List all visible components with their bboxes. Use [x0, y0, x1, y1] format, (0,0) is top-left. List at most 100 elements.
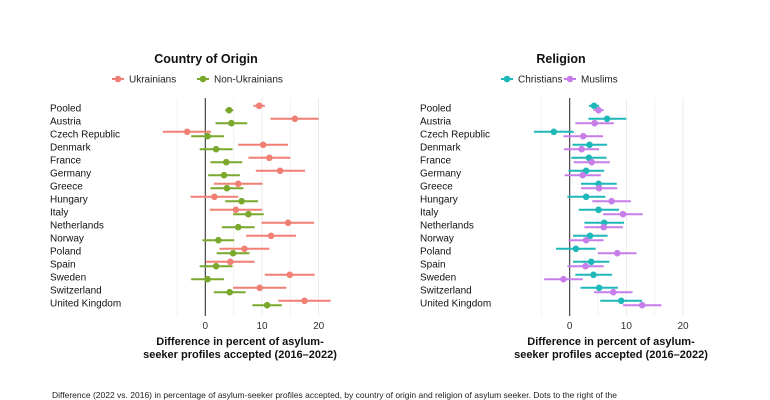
point-muslims-germany	[579, 171, 586, 179]
point-ukrainians-germany	[276, 167, 284, 175]
point-ukrainians-netherlands	[284, 219, 292, 227]
category-label-germany: Germany	[420, 169, 461, 180]
point-christians-hungary	[582, 193, 590, 201]
point-muslims-greece	[595, 184, 603, 192]
panel-title: Religion	[536, 52, 585, 66]
legend-swatch-muslims	[566, 75, 574, 83]
category-label-sweden: Sweden	[420, 273, 456, 284]
point-non-ukrainians-sweden	[204, 275, 211, 283]
point-non-ukrainians-czech-republic	[204, 132, 211, 140]
panel-religion: Religion Christians Muslims Pooled Austria…	[420, 52, 708, 361]
point-ukrainians-united-kingdom	[301, 297, 308, 305]
point-non-ukrainians-france	[223, 158, 230, 166]
point-muslims-denmark	[578, 145, 585, 153]
legend-label-ukrainians: Ukrainians	[129, 75, 176, 86]
category-label-netherlands: Netherlands	[420, 221, 474, 232]
point-non-ukrainians-poland	[229, 249, 237, 257]
category-label-hungary: Hungary	[420, 195, 458, 206]
x-axis-label-line-2: seeker profiles accepted (2016–2022)	[143, 349, 337, 361]
point-ukrainians-sweden	[286, 271, 294, 279]
series-marks	[533, 102, 662, 309]
point-non-ukrainians-greece	[223, 184, 231, 192]
point-christians-austria	[603, 115, 611, 123]
point-christians-poland	[572, 245, 580, 253]
point-muslims-pooled	[595, 106, 602, 114]
category-label-poland: Poland	[420, 247, 451, 258]
point-ukrainians-czech-republic	[183, 128, 191, 136]
category-label-germany: Germany	[50, 169, 91, 180]
category-label-switzerland: Switzerland	[420, 286, 472, 297]
point-christians-united-kingdom	[617, 297, 625, 305]
category-label-united-kingdom: United Kingdom	[420, 299, 491, 310]
category-label-greece: Greece	[420, 182, 453, 193]
legend-swatch-ukrainians	[114, 75, 122, 83]
x-axis-label-line-1: Difference in percent of asylum-	[527, 336, 695, 348]
point-non-ukrainians-germany	[220, 171, 228, 179]
point-ukrainians-pooled	[255, 102, 263, 110]
category-label-austria: Austria	[50, 117, 82, 128]
point-muslims-spain	[582, 262, 589, 270]
point-muslims-netherlands	[600, 223, 607, 231]
point-non-ukrainians-hungary	[238, 197, 245, 205]
point-christians-norway	[586, 232, 594, 240]
category-label-norway: Norway	[420, 234, 454, 245]
point-non-ukrainians-netherlands	[234, 223, 242, 231]
point-muslims-united-kingdom	[638, 301, 646, 309]
x-tick-label: 10	[256, 321, 268, 332]
figure-caption: Difference (2022 vs. 2016) in percentage…	[52, 390, 617, 400]
category-label-sweden: Sweden	[50, 273, 86, 284]
x-tick-label: 20	[313, 321, 325, 332]
point-non-ukrainians-spain	[212, 262, 220, 270]
category-label-denmark: Denmark	[50, 143, 92, 154]
point-ukrainians-france	[266, 154, 273, 162]
x-tick-label: 10	[621, 321, 633, 332]
point-ukrainians-greece	[234, 180, 242, 188]
category-label-france: France	[420, 156, 452, 167]
category-label-hungary: Hungary	[50, 195, 88, 206]
category-label-czech-republic: Czech Republic	[420, 130, 490, 141]
legend-swatch-non-ukrainians	[199, 75, 207, 83]
point-muslims-sweden	[560, 275, 567, 283]
point-muslims-italy	[619, 210, 627, 218]
point-non-ukrainians-pooled	[225, 106, 233, 114]
category-label-spain: Spain	[420, 260, 446, 271]
category-label-netherlands: Netherlands	[50, 221, 104, 232]
category-label-poland: Poland	[50, 247, 81, 258]
category-label-austria: Austria	[420, 117, 452, 128]
point-ukrainians-austria	[291, 115, 299, 123]
x-tick-label: 20	[677, 321, 689, 332]
legend-swatch-christians	[503, 75, 511, 83]
category-label-pooled: Pooled	[420, 104, 451, 115]
point-ukrainians-hungary	[211, 193, 218, 201]
legend: Ukrainians Non-Ukrainians	[112, 75, 283, 86]
category-label-spain: Spain	[50, 260, 76, 271]
point-muslims-norway	[582, 236, 590, 244]
point-muslims-switzerland	[610, 288, 617, 296]
point-ukrainians-poland	[241, 245, 248, 253]
legend-label-christians: Christians	[518, 75, 562, 86]
point-ukrainians-italy	[232, 206, 240, 214]
x-tick-label: 0	[203, 321, 209, 332]
point-non-ukrainians-denmark	[212, 145, 220, 153]
point-ukrainians-denmark	[259, 141, 267, 149]
category-label-czech-republic: Czech Republic	[50, 130, 120, 141]
point-muslims-austria	[591, 119, 598, 127]
x-tick-label: 0	[567, 321, 573, 332]
point-non-ukrainians-norway	[215, 236, 222, 244]
category-label-denmark: Denmark	[420, 143, 462, 154]
series-marks	[162, 102, 331, 309]
x-tick-labels: 0 10 20	[203, 321, 325, 332]
point-muslims-hungary	[608, 197, 615, 205]
point-christians-pooled	[590, 102, 598, 110]
point-non-ukrainians-switzerland	[226, 288, 233, 296]
category-label-pooled: Pooled	[50, 104, 81, 115]
point-christians-spain	[587, 258, 595, 266]
point-christians-italy	[595, 206, 602, 214]
category-label-italy: Italy	[50, 208, 68, 219]
category-label-switzerland: Switzerland	[50, 286, 102, 297]
category-label-greece: Greece	[50, 182, 83, 193]
point-christians-switzerland	[595, 284, 603, 292]
x-axis-label-line-2: seeker profiles accepted (2016–2022)	[514, 349, 708, 361]
point-ukrainians-switzerland	[256, 284, 264, 292]
panel-country-of-origin: Country of Origin Ukrainians Non-Ukrainia…	[50, 52, 337, 361]
